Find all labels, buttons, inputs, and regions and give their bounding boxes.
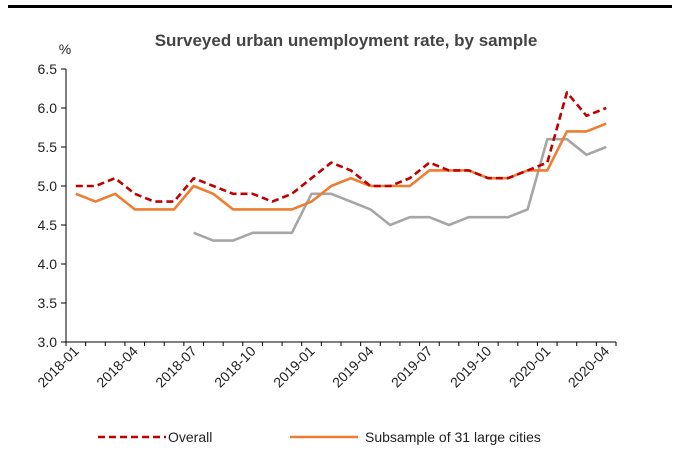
series-layer xyxy=(75,91,607,242)
x-tick-label: 2020-04 xyxy=(565,343,613,391)
x-tick-label: 2019-10 xyxy=(447,343,495,391)
y-tick-label: 3.5 xyxy=(38,295,58,311)
x-tick-label: 2018-04 xyxy=(93,343,141,391)
x-tick-label: 2019-07 xyxy=(388,343,436,391)
y-tick-label: 4.0 xyxy=(38,256,58,272)
chart-title: Surveyed urban unemployment rate, by sam… xyxy=(155,31,538,50)
x-tick-label: 2019-04 xyxy=(329,343,377,391)
y-tick-label: 6.0 xyxy=(38,100,58,116)
series-line-overall xyxy=(75,91,607,203)
y-tick-label: 4.5 xyxy=(38,217,58,233)
y-axis-unit-label: % xyxy=(59,41,71,57)
y-tick-label: 5.5 xyxy=(38,139,58,155)
x-tick-label: 2018-10 xyxy=(211,343,259,391)
legend-cities-label: Subsample of 31 large cities xyxy=(365,429,541,445)
y-tick-label: 6.5 xyxy=(38,61,58,77)
x-tick-label: 2018-07 xyxy=(152,343,200,391)
legend: Overall Subsample of 31 large cities xyxy=(98,429,541,445)
y-tick-label: 5.0 xyxy=(38,178,58,194)
x-tick-label: 2020-01 xyxy=(506,343,554,391)
y-tick-label: 3.0 xyxy=(38,334,58,350)
series-line-unlabeled xyxy=(193,137,607,242)
x-tick-label: 2019-01 xyxy=(270,343,318,391)
legend-overall-label: Overall xyxy=(168,429,212,445)
top-rule xyxy=(8,5,672,8)
